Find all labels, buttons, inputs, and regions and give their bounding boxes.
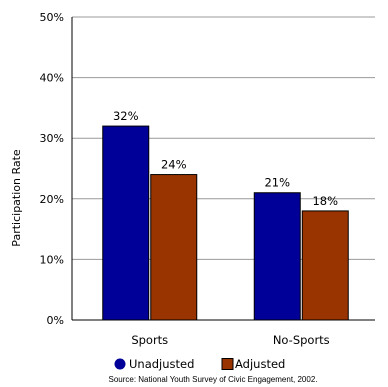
- legend-label-unadjusted: Unadjusted: [129, 357, 194, 371]
- data-labels: 32% 24% 21% 18%: [113, 109, 338, 208]
- category-label: No-Sports: [273, 333, 330, 347]
- y-tick-label: 20%: [40, 193, 64, 206]
- category-labels: Sports No-Sports: [131, 333, 329, 347]
- bar-adjusted-sports: [150, 174, 198, 321]
- legend-swatch-adjusted: [221, 358, 234, 370]
- bar-unadjusted-no-sports: [253, 192, 301, 321]
- legend-label-adjusted: Adjusted: [235, 357, 285, 371]
- data-label: 21%: [264, 176, 290, 190]
- bars: [102, 125, 349, 321]
- data-label: 18%: [312, 194, 338, 208]
- y-tick-label: 30%: [40, 132, 64, 145]
- legend-swatch-unadjusted: [114, 358, 126, 370]
- bar-unadjusted-sports: [102, 125, 150, 321]
- y-tick-labels: 0% 10% 20% 30% 40% 50%: [40, 11, 64, 327]
- axes: [71, 17, 375, 321]
- source-note: Source: National Youth Survey of Civic E…: [108, 375, 317, 384]
- bar-adjusted-no-sports: [301, 210, 349, 321]
- y-axis-title: Participation Rate: [10, 149, 23, 247]
- data-label: 32%: [113, 109, 139, 123]
- y-tick-label: 0%: [47, 314, 64, 327]
- y-tick-label: 50%: [40, 11, 64, 24]
- y-tick-label: 10%: [40, 253, 64, 266]
- category-label: Sports: [131, 333, 168, 347]
- legend: Unadjusted Adjusted: [114, 357, 285, 371]
- data-label: 24%: [161, 158, 187, 172]
- y-tick-label: 40%: [40, 72, 64, 85]
